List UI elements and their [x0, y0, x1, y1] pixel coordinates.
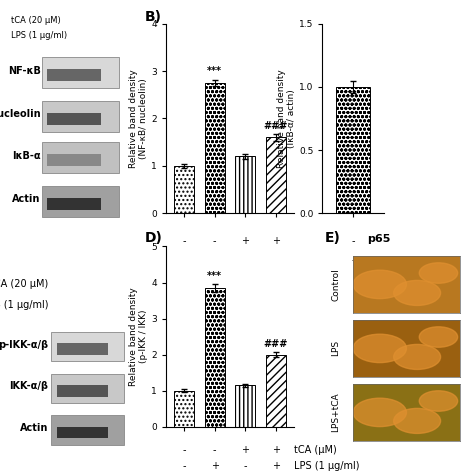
Text: tCA (20 μM): tCA (20 μM)	[11, 16, 61, 25]
Text: +: +	[241, 445, 249, 455]
Text: +: +	[241, 236, 249, 246]
Bar	[56, 343, 108, 355]
Bar	[51, 374, 124, 403]
Bar	[266, 137, 285, 213]
Text: Nucleolin: Nucleolin	[0, 109, 41, 119]
Text: -: -	[182, 236, 186, 246]
Bar	[51, 415, 124, 445]
Bar	[51, 332, 124, 361]
Bar	[42, 57, 119, 88]
Text: Control: Control	[331, 268, 340, 301]
Bar	[47, 113, 101, 125]
Text: NF-κB: NF-κB	[8, 65, 41, 75]
Bar	[42, 101, 119, 132]
Bar	[56, 385, 108, 397]
Text: p-IKK-α/β: p-IKK-α/β	[0, 339, 48, 349]
Text: B): B)	[145, 10, 162, 24]
Bar	[235, 385, 255, 427]
Text: -: -	[243, 255, 247, 265]
Bar	[42, 143, 119, 173]
Text: LPS (1 μg/ml): LPS (1 μg/ml)	[11, 31, 67, 40]
Text: -: -	[213, 236, 217, 246]
Circle shape	[393, 281, 440, 305]
Circle shape	[419, 391, 457, 411]
Circle shape	[353, 398, 407, 427]
Text: tCA (20 μM): tCA (20 μM)	[0, 279, 48, 289]
Text: ###: ###	[264, 121, 288, 131]
Text: +: +	[272, 461, 280, 471]
Text: -: -	[182, 255, 186, 265]
Text: Actin: Actin	[20, 423, 48, 433]
Text: -: -	[213, 445, 217, 455]
Circle shape	[393, 409, 440, 433]
Text: +: +	[272, 236, 280, 246]
Text: ***: ***	[207, 66, 222, 76]
Bar	[205, 288, 225, 427]
Circle shape	[353, 334, 407, 363]
Bar	[174, 391, 194, 427]
Text: LPS (1 μg/ml): LPS (1 μg/ml)	[294, 461, 359, 471]
Y-axis label: Relative band density
(p-IKK / IKK): Relative band density (p-IKK / IKK)	[129, 287, 148, 386]
Text: LPS+tCA: LPS+tCA	[331, 392, 340, 432]
Y-axis label: Relative band density
(IκB-α/ actin): Relative band density (IκB-α/ actin)	[277, 69, 296, 168]
Text: LPS (1 μg/ml): LPS (1 μg/ml)	[0, 300, 48, 310]
Text: E): E)	[325, 231, 340, 245]
Text: -: -	[351, 255, 355, 265]
Bar	[266, 355, 285, 427]
Text: +: +	[210, 255, 219, 265]
Text: IκB-α: IκB-α	[12, 151, 41, 161]
Y-axis label: Relative band density
(NF-κB/ nucleolin): Relative band density (NF-κB/ nucleolin)	[129, 69, 148, 168]
Text: ***: ***	[207, 272, 222, 282]
Text: p65: p65	[367, 234, 391, 244]
Bar	[42, 186, 119, 217]
Bar	[56, 427, 108, 438]
Text: IKK-α/β: IKK-α/β	[9, 381, 48, 391]
Bar	[235, 156, 255, 213]
Text: D): D)	[145, 231, 163, 245]
Bar	[205, 83, 225, 213]
Text: tCA (μM): tCA (μM)	[294, 445, 337, 455]
Text: -: -	[182, 445, 186, 455]
Text: -: -	[182, 461, 186, 471]
Text: ###: ###	[264, 339, 288, 349]
Bar	[174, 166, 194, 213]
Text: +: +	[272, 445, 280, 455]
Bar	[47, 198, 101, 210]
Circle shape	[393, 345, 440, 369]
Text: -: -	[243, 461, 247, 471]
Bar	[47, 69, 101, 82]
Text: -: -	[351, 236, 355, 246]
Text: LPS: LPS	[331, 340, 340, 356]
Text: +: +	[272, 255, 280, 265]
Bar	[47, 154, 101, 166]
Circle shape	[353, 270, 407, 299]
Text: +: +	[210, 461, 219, 471]
Circle shape	[419, 263, 457, 283]
Text: Actin: Actin	[12, 194, 41, 204]
Bar	[337, 87, 370, 213]
Circle shape	[419, 327, 457, 347]
